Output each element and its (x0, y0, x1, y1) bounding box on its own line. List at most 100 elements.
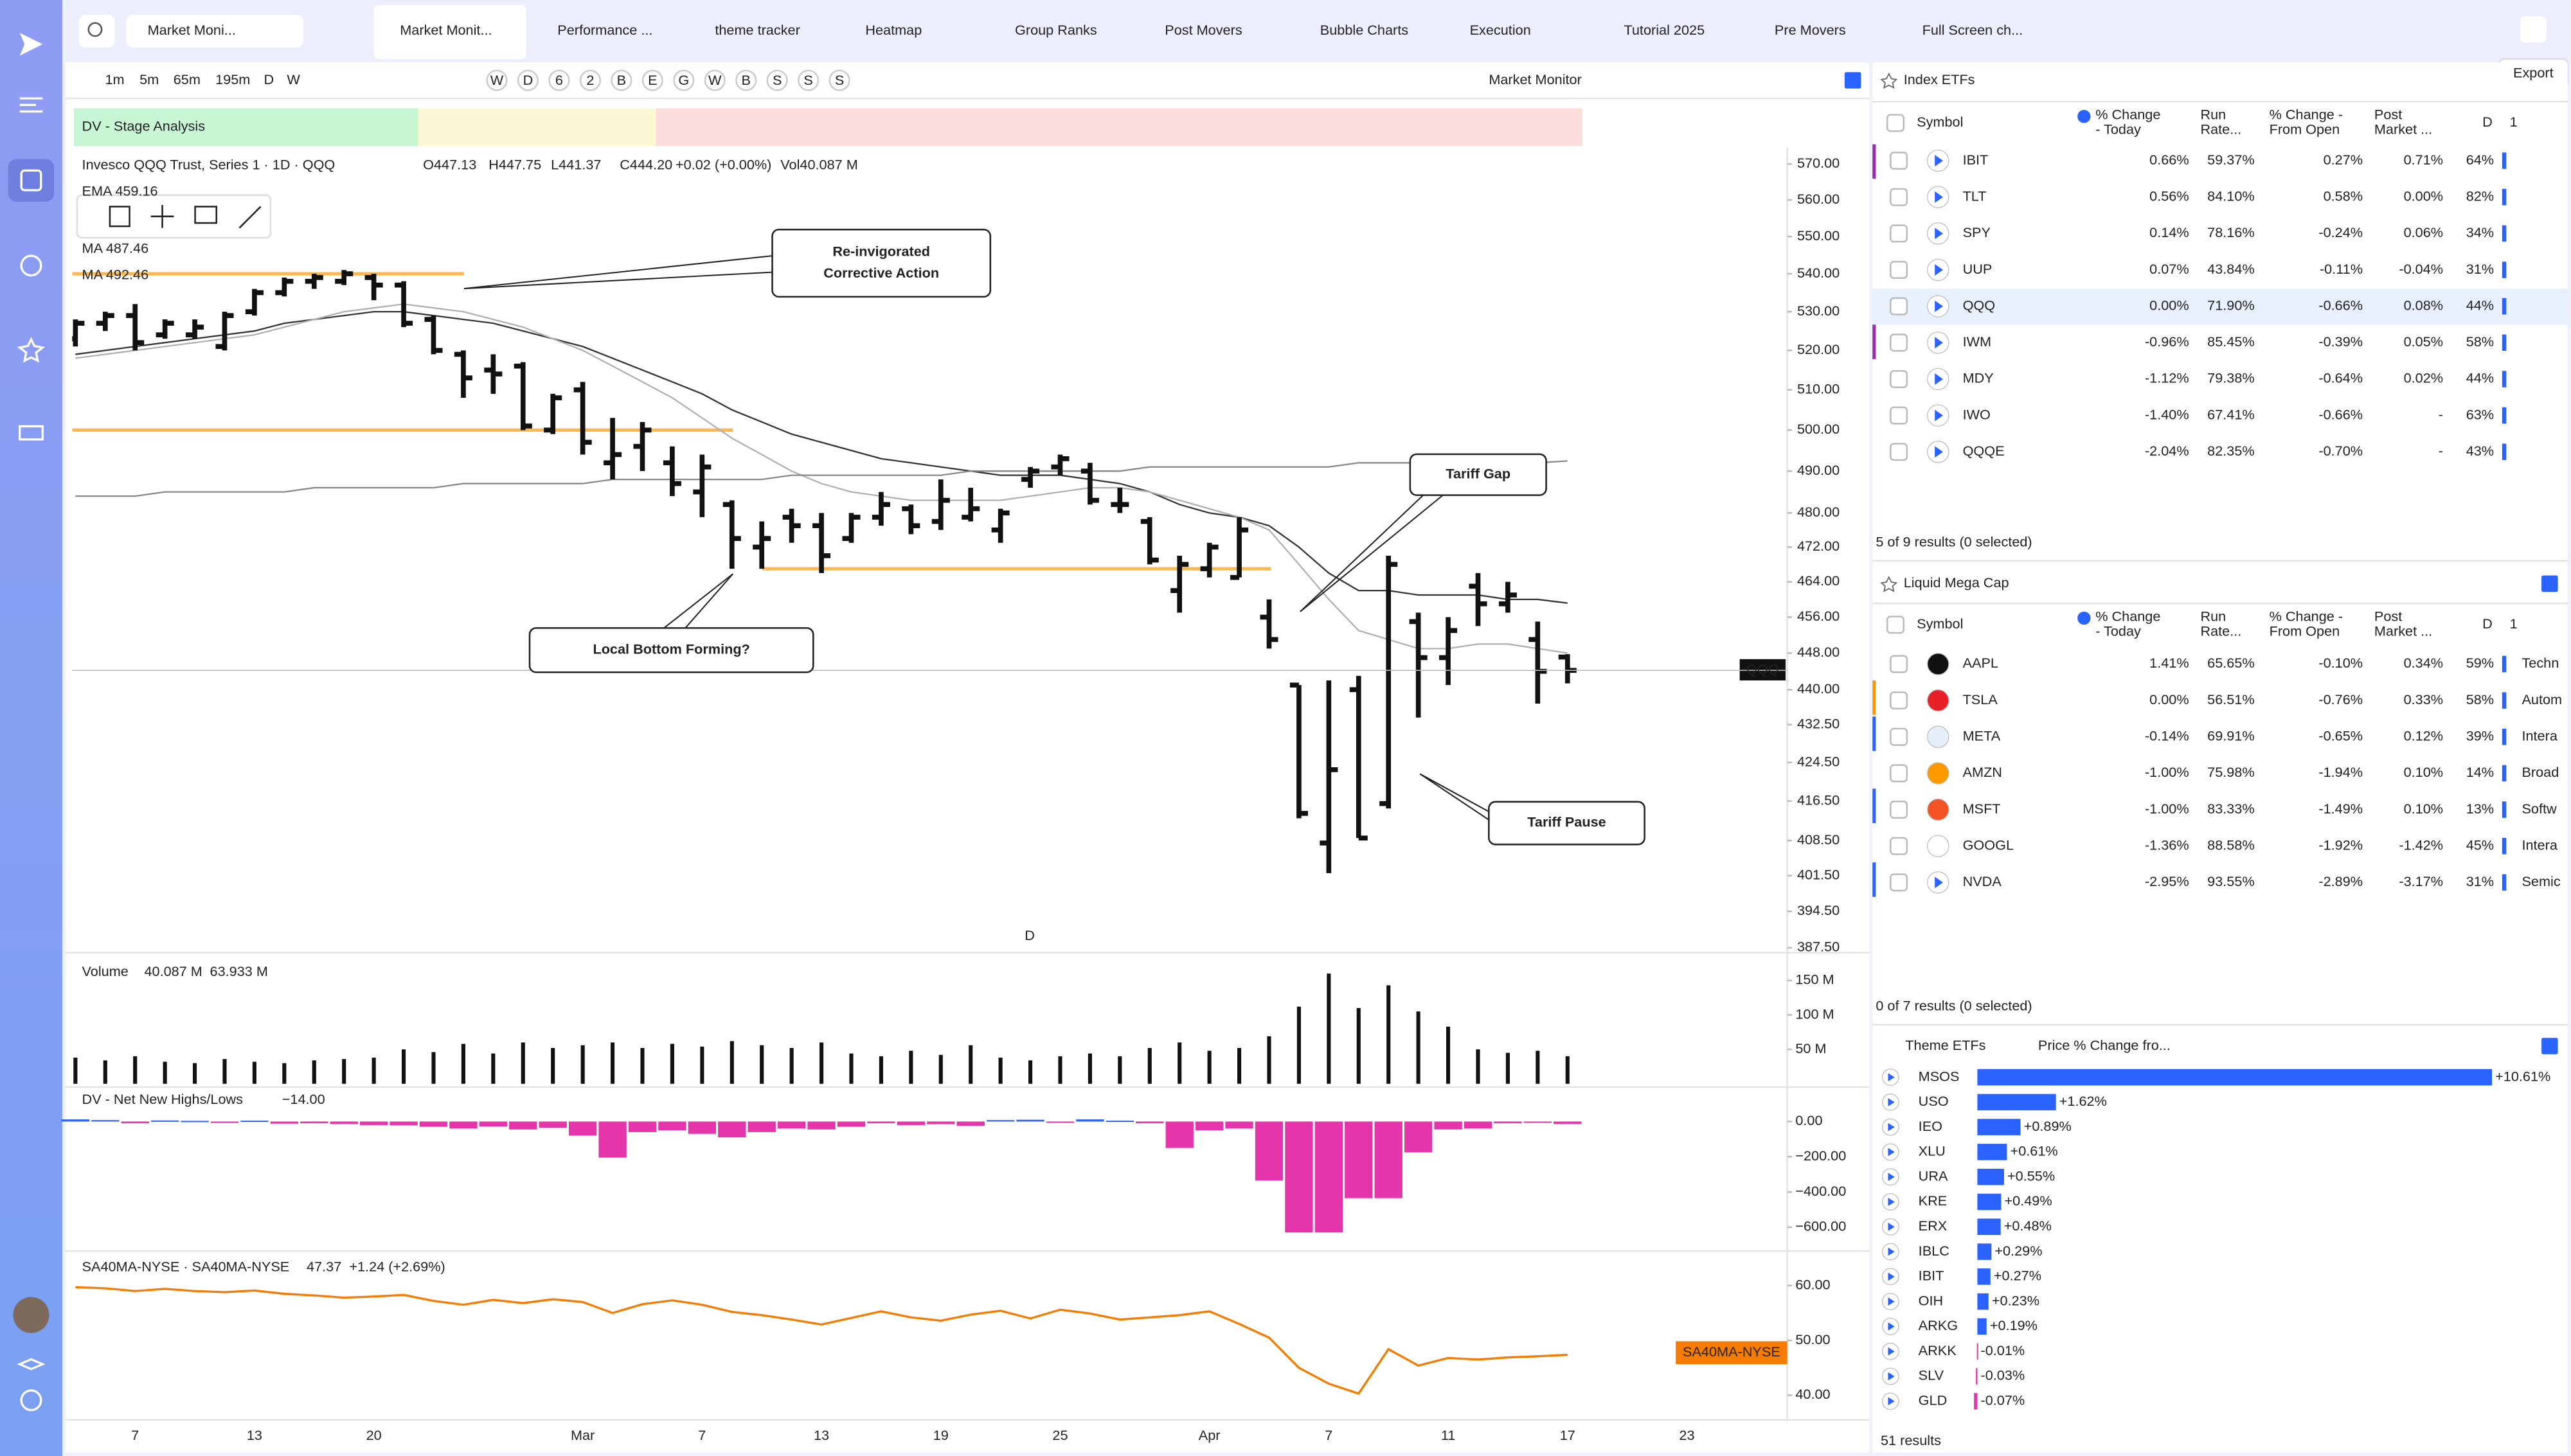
nav-icon[interactable] (17, 337, 46, 363)
panel-toggles[interactable] (1844, 72, 2558, 1054)
symbol[interactable]: KRE (1919, 1193, 1948, 1209)
tab[interactable]: Group Ranks (1015, 22, 1097, 38)
column-header[interactable]: - Today (2095, 121, 2141, 138)
symbol[interactable]: GLD (1919, 1392, 1948, 1408)
column-header[interactable]: D (2482, 616, 2493, 632)
checkbox[interactable] (1890, 655, 1908, 673)
indicator-button[interactable] (579, 69, 601, 91)
checkbox[interactable] (1890, 837, 1908, 855)
interval[interactable]: 1m (105, 71, 125, 87)
tab[interactable]: Performance ... (557, 22, 652, 38)
indicator-button[interactable] (766, 69, 788, 91)
column-header[interactable]: Rate... (2200, 623, 2241, 639)
nav-icon[interactable] (19, 97, 43, 113)
checkbox[interactable] (1890, 764, 1908, 783)
symbol[interactable]: META (1963, 728, 2001, 744)
layout-select[interactable] (126, 14, 303, 48)
nav-icon[interactable] (17, 1358, 46, 1371)
interval[interactable]: W (287, 71, 300, 87)
tab[interactable]: Market Monit... (400, 22, 492, 38)
tab[interactable]: theme tracker (715, 22, 800, 38)
indicator-button[interactable] (517, 69, 539, 91)
nav-icon[interactable] (20, 1389, 42, 1412)
column-header[interactable]: % Change - (2270, 107, 2343, 123)
checkbox[interactable] (1890, 260, 1908, 280)
column-header[interactable]: - Today (2095, 623, 2141, 639)
indicator-button[interactable] (829, 69, 850, 91)
symbol[interactable]: QQQE (1963, 443, 2005, 459)
column-header[interactable]: Symbol (1917, 616, 1963, 632)
interval[interactable]: 195m (215, 71, 250, 87)
symbol[interactable]: UUP (1963, 261, 1993, 277)
nav-active[interactable] (8, 159, 55, 202)
checkbox[interactable] (1890, 224, 1908, 243)
symbol[interactable]: IBIT (1963, 152, 1989, 168)
checkbox[interactable] (1890, 873, 1908, 892)
indicator-button[interactable] (641, 69, 663, 91)
symbol[interactable]: MSOS (1919, 1068, 1960, 1084)
symbol[interactable]: QQQ (1963, 297, 1996, 313)
row-icon[interactable] (1927, 762, 1949, 785)
column-header[interactable]: From Open (2270, 623, 2340, 639)
checkbox[interactable] (1890, 152, 1908, 170)
indicator-button[interactable] (798, 69, 820, 91)
tab[interactable]: Full Screen ch... (1922, 22, 2023, 38)
share-button[interactable] (2520, 16, 2547, 43)
checkbox[interactable] (1890, 443, 1908, 461)
checkbox[interactable] (1890, 369, 1908, 389)
checkbox[interactable] (1890, 333, 1908, 352)
column-header[interactable]: D (2482, 114, 2493, 130)
column-header[interactable]: % Change - (2270, 608, 2343, 624)
symbol[interactable]: TSLA (1963, 691, 1998, 707)
symbol[interactable]: AAPL (1963, 655, 1998, 671)
checkbox[interactable] (1890, 801, 1908, 819)
symbol[interactable]: IWO (1963, 406, 1991, 422)
column-header[interactable]: % Change (2095, 608, 2160, 624)
symbol[interactable]: IEO (1919, 1118, 1942, 1134)
symbol[interactable]: AMZN (1963, 764, 2002, 780)
symbol[interactable]: GOOGL (1963, 837, 2014, 853)
symbol[interactable]: ERX (1919, 1218, 1948, 1234)
indicator-button[interactable] (704, 69, 726, 91)
nav-icon[interactable] (20, 169, 42, 191)
checkbox[interactable] (1890, 691, 1908, 710)
tab[interactable]: Post Movers (1165, 22, 1242, 38)
column-header[interactable]: Market ... (2374, 623, 2432, 639)
symbol[interactable]: SLV (1919, 1367, 1944, 1383)
checkbox[interactable] (1890, 727, 1908, 746)
tab[interactable]: Heatmap (865, 22, 922, 38)
symbol[interactable]: TLT (1963, 188, 1987, 204)
column-header[interactable]: Market ... (2374, 121, 2432, 138)
column-header[interactable]: Run (2200, 107, 2226, 123)
symbol[interactable]: URA (1919, 1167, 1948, 1184)
symbol[interactable]: SPY (1963, 224, 1991, 240)
column-header[interactable]: % Change (2095, 107, 2160, 123)
symbol[interactable]: USO (1919, 1093, 1949, 1109)
column-header[interactable]: Rate... (2200, 121, 2241, 138)
indicator-button[interactable] (735, 69, 757, 91)
row-icon[interactable] (1927, 835, 1949, 857)
checkbox[interactable] (1890, 406, 1908, 425)
symbol[interactable]: MDY (1963, 370, 1994, 386)
column-header[interactable]: From Open (2270, 121, 2340, 138)
row-icon[interactable] (1927, 725, 1949, 749)
layout-label[interactable]: Market Monitor (1489, 71, 1582, 87)
tab[interactable]: Tutorial 2025 (1624, 22, 1705, 38)
symbol[interactable]: MSFT (1963, 801, 2001, 817)
indicator-button[interactable] (486, 69, 508, 91)
row-icon[interactable] (1927, 653, 1949, 675)
symbol[interactable]: NVDA (1963, 873, 2002, 889)
indicator-button[interactable] (611, 69, 632, 91)
column-header[interactable]: Symbol (1917, 114, 1963, 130)
symbol[interactable]: XLU (1919, 1143, 1946, 1159)
symbol[interactable]: OIH (1919, 1292, 1944, 1308)
checkbox[interactable] (1886, 616, 1905, 634)
search-button[interactable] (78, 14, 115, 48)
indicator-button[interactable] (673, 69, 695, 91)
row-icon[interactable] (1927, 689, 1949, 712)
row-icon[interactable] (1927, 798, 1949, 821)
symbol[interactable]: IWM (1963, 333, 1992, 350)
column-header[interactable]: 1 (2510, 616, 2518, 632)
symbol[interactable]: IBLC (1919, 1243, 1949, 1259)
layout-name[interactable]: Market Moni... (148, 22, 236, 38)
